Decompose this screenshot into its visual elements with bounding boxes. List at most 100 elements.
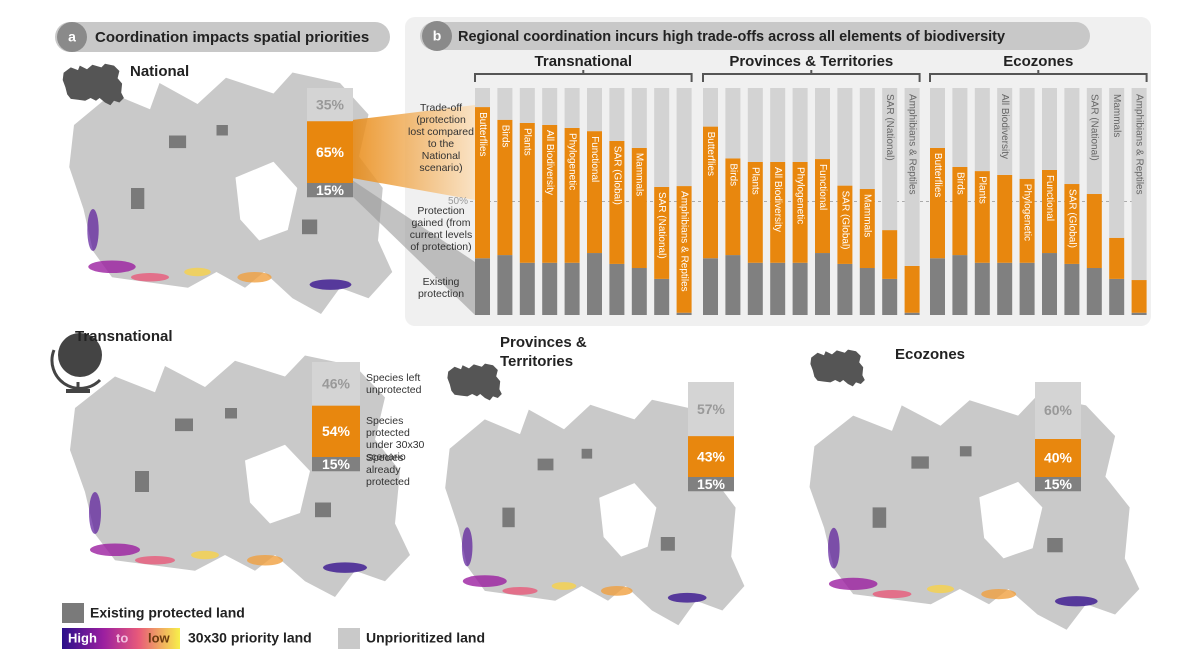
share-label: 35% bbox=[316, 96, 345, 112]
bar-segment bbox=[587, 88, 602, 132]
bar-label: All Biodiversity bbox=[999, 94, 1010, 159]
group-label: Provinces & Territories bbox=[729, 53, 893, 70]
bar-segment bbox=[475, 107, 490, 259]
bar-segment bbox=[882, 230, 898, 279]
bar-segment bbox=[837, 88, 853, 186]
bar-label: Amphibians & Reptiles bbox=[1133, 94, 1144, 195]
canada-icon bbox=[447, 363, 502, 401]
bar-label: Butterflies bbox=[932, 153, 943, 197]
bar-segment bbox=[1019, 262, 1035, 315]
series-label: Trade-off (protection lost compared to t… bbox=[408, 102, 474, 174]
bar-segment bbox=[882, 88, 898, 231]
share-box bbox=[1035, 439, 1081, 477]
bar-segment bbox=[1086, 268, 1102, 315]
map-title: National bbox=[130, 63, 189, 80]
bar-segment bbox=[815, 159, 830, 254]
bar-segment bbox=[542, 88, 558, 126]
bar-label: All Biodiversity bbox=[544, 130, 555, 195]
bar-segment bbox=[1042, 253, 1057, 315]
bar-segment bbox=[1064, 263, 1080, 315]
bar-segment bbox=[542, 262, 558, 315]
legend-gradient-label: low bbox=[148, 630, 171, 645]
bar-segment bbox=[609, 140, 625, 264]
bar-label: SAR (Global) bbox=[1066, 189, 1077, 248]
bar-segment bbox=[904, 88, 920, 266]
bar-segment bbox=[952, 88, 968, 167]
connector bbox=[352, 180, 475, 315]
bar-segment bbox=[564, 262, 580, 315]
bar-segment bbox=[859, 268, 875, 315]
bar-segment bbox=[654, 88, 670, 187]
panel-b-badge bbox=[422, 21, 452, 51]
group-bracket bbox=[929, 70, 1148, 82]
bar-segment bbox=[1131, 88, 1147, 281]
bar-segment bbox=[631, 147, 647, 269]
y-tick-label: 50% bbox=[448, 196, 468, 207]
bar-segment bbox=[542, 125, 558, 263]
bar-segment bbox=[497, 88, 513, 120]
bar-segment bbox=[1109, 237, 1125, 279]
group-bracket bbox=[702, 70, 921, 82]
bar-label: SAR (National) bbox=[884, 94, 895, 161]
bar-segment bbox=[997, 88, 1013, 175]
bar-segment bbox=[1131, 280, 1147, 313]
bar-label: Plants bbox=[977, 176, 988, 204]
legend-gradient-label: High bbox=[68, 630, 97, 645]
bar-segment bbox=[815, 253, 830, 315]
bar-segment bbox=[725, 158, 741, 256]
bar-segment bbox=[974, 88, 990, 172]
bar-segment bbox=[1086, 88, 1102, 195]
share-label: 15% bbox=[1044, 476, 1073, 492]
bar-segment bbox=[1064, 88, 1080, 185]
bar-segment bbox=[654, 186, 670, 279]
bar-segment bbox=[475, 88, 490, 108]
share-label: 46% bbox=[322, 376, 351, 392]
bar-label: Birds bbox=[954, 172, 965, 195]
bar-segment bbox=[815, 88, 830, 160]
share-box bbox=[307, 88, 353, 122]
globe-icon bbox=[50, 333, 102, 393]
bar-segment bbox=[519, 262, 535, 315]
bar-segment bbox=[952, 166, 968, 256]
canada-icon bbox=[810, 349, 865, 387]
bar-segment bbox=[770, 162, 786, 263]
panel-a-header bbox=[55, 22, 390, 52]
share-annotation: Species protected under 30x30 scenario bbox=[366, 415, 425, 464]
map-title: Ecozones bbox=[895, 346, 965, 363]
bar-segment bbox=[703, 88, 718, 127]
bar-label: Plants bbox=[750, 167, 761, 195]
group-bracket bbox=[474, 70, 693, 82]
panel-letter: a bbox=[68, 29, 76, 45]
bar-segment bbox=[587, 253, 602, 315]
share-label: 15% bbox=[697, 476, 726, 492]
bar-segment bbox=[1019, 88, 1035, 179]
share-label: 43% bbox=[697, 448, 726, 464]
bar-segment bbox=[770, 88, 786, 163]
bar-segment bbox=[703, 126, 718, 259]
bar-label: All Biodiversity bbox=[772, 167, 783, 232]
bar-segment bbox=[1109, 278, 1125, 315]
bar-segment bbox=[859, 189, 875, 269]
bar-segment bbox=[837, 263, 853, 315]
legend-label: Existing protected land bbox=[90, 605, 245, 621]
bar-label: Amphibians & Reptiles bbox=[678, 191, 689, 292]
map-ecozones bbox=[809, 395, 1140, 630]
bar-label: SAR (National) bbox=[656, 192, 667, 259]
panel-title: Coordination impacts spatial priorities bbox=[95, 29, 369, 46]
bar-label: Functional bbox=[1044, 175, 1055, 221]
bar-segment bbox=[904, 265, 920, 313]
panel-letter: b bbox=[433, 28, 442, 44]
share-box bbox=[312, 457, 360, 472]
bar-label: Birds bbox=[727, 163, 738, 186]
series-label: Existing protection bbox=[417, 276, 465, 300]
bar-segment bbox=[609, 263, 625, 315]
group-label: Ecozones bbox=[1003, 53, 1073, 70]
bar-segment bbox=[1042, 169, 1057, 254]
share-label: 57% bbox=[697, 401, 726, 417]
bar-segment bbox=[497, 255, 513, 315]
group-label: Transnational bbox=[535, 53, 633, 70]
bar-label: SAR (Global) bbox=[611, 146, 622, 205]
bar-segment bbox=[792, 262, 808, 315]
bar-segment bbox=[930, 147, 945, 259]
